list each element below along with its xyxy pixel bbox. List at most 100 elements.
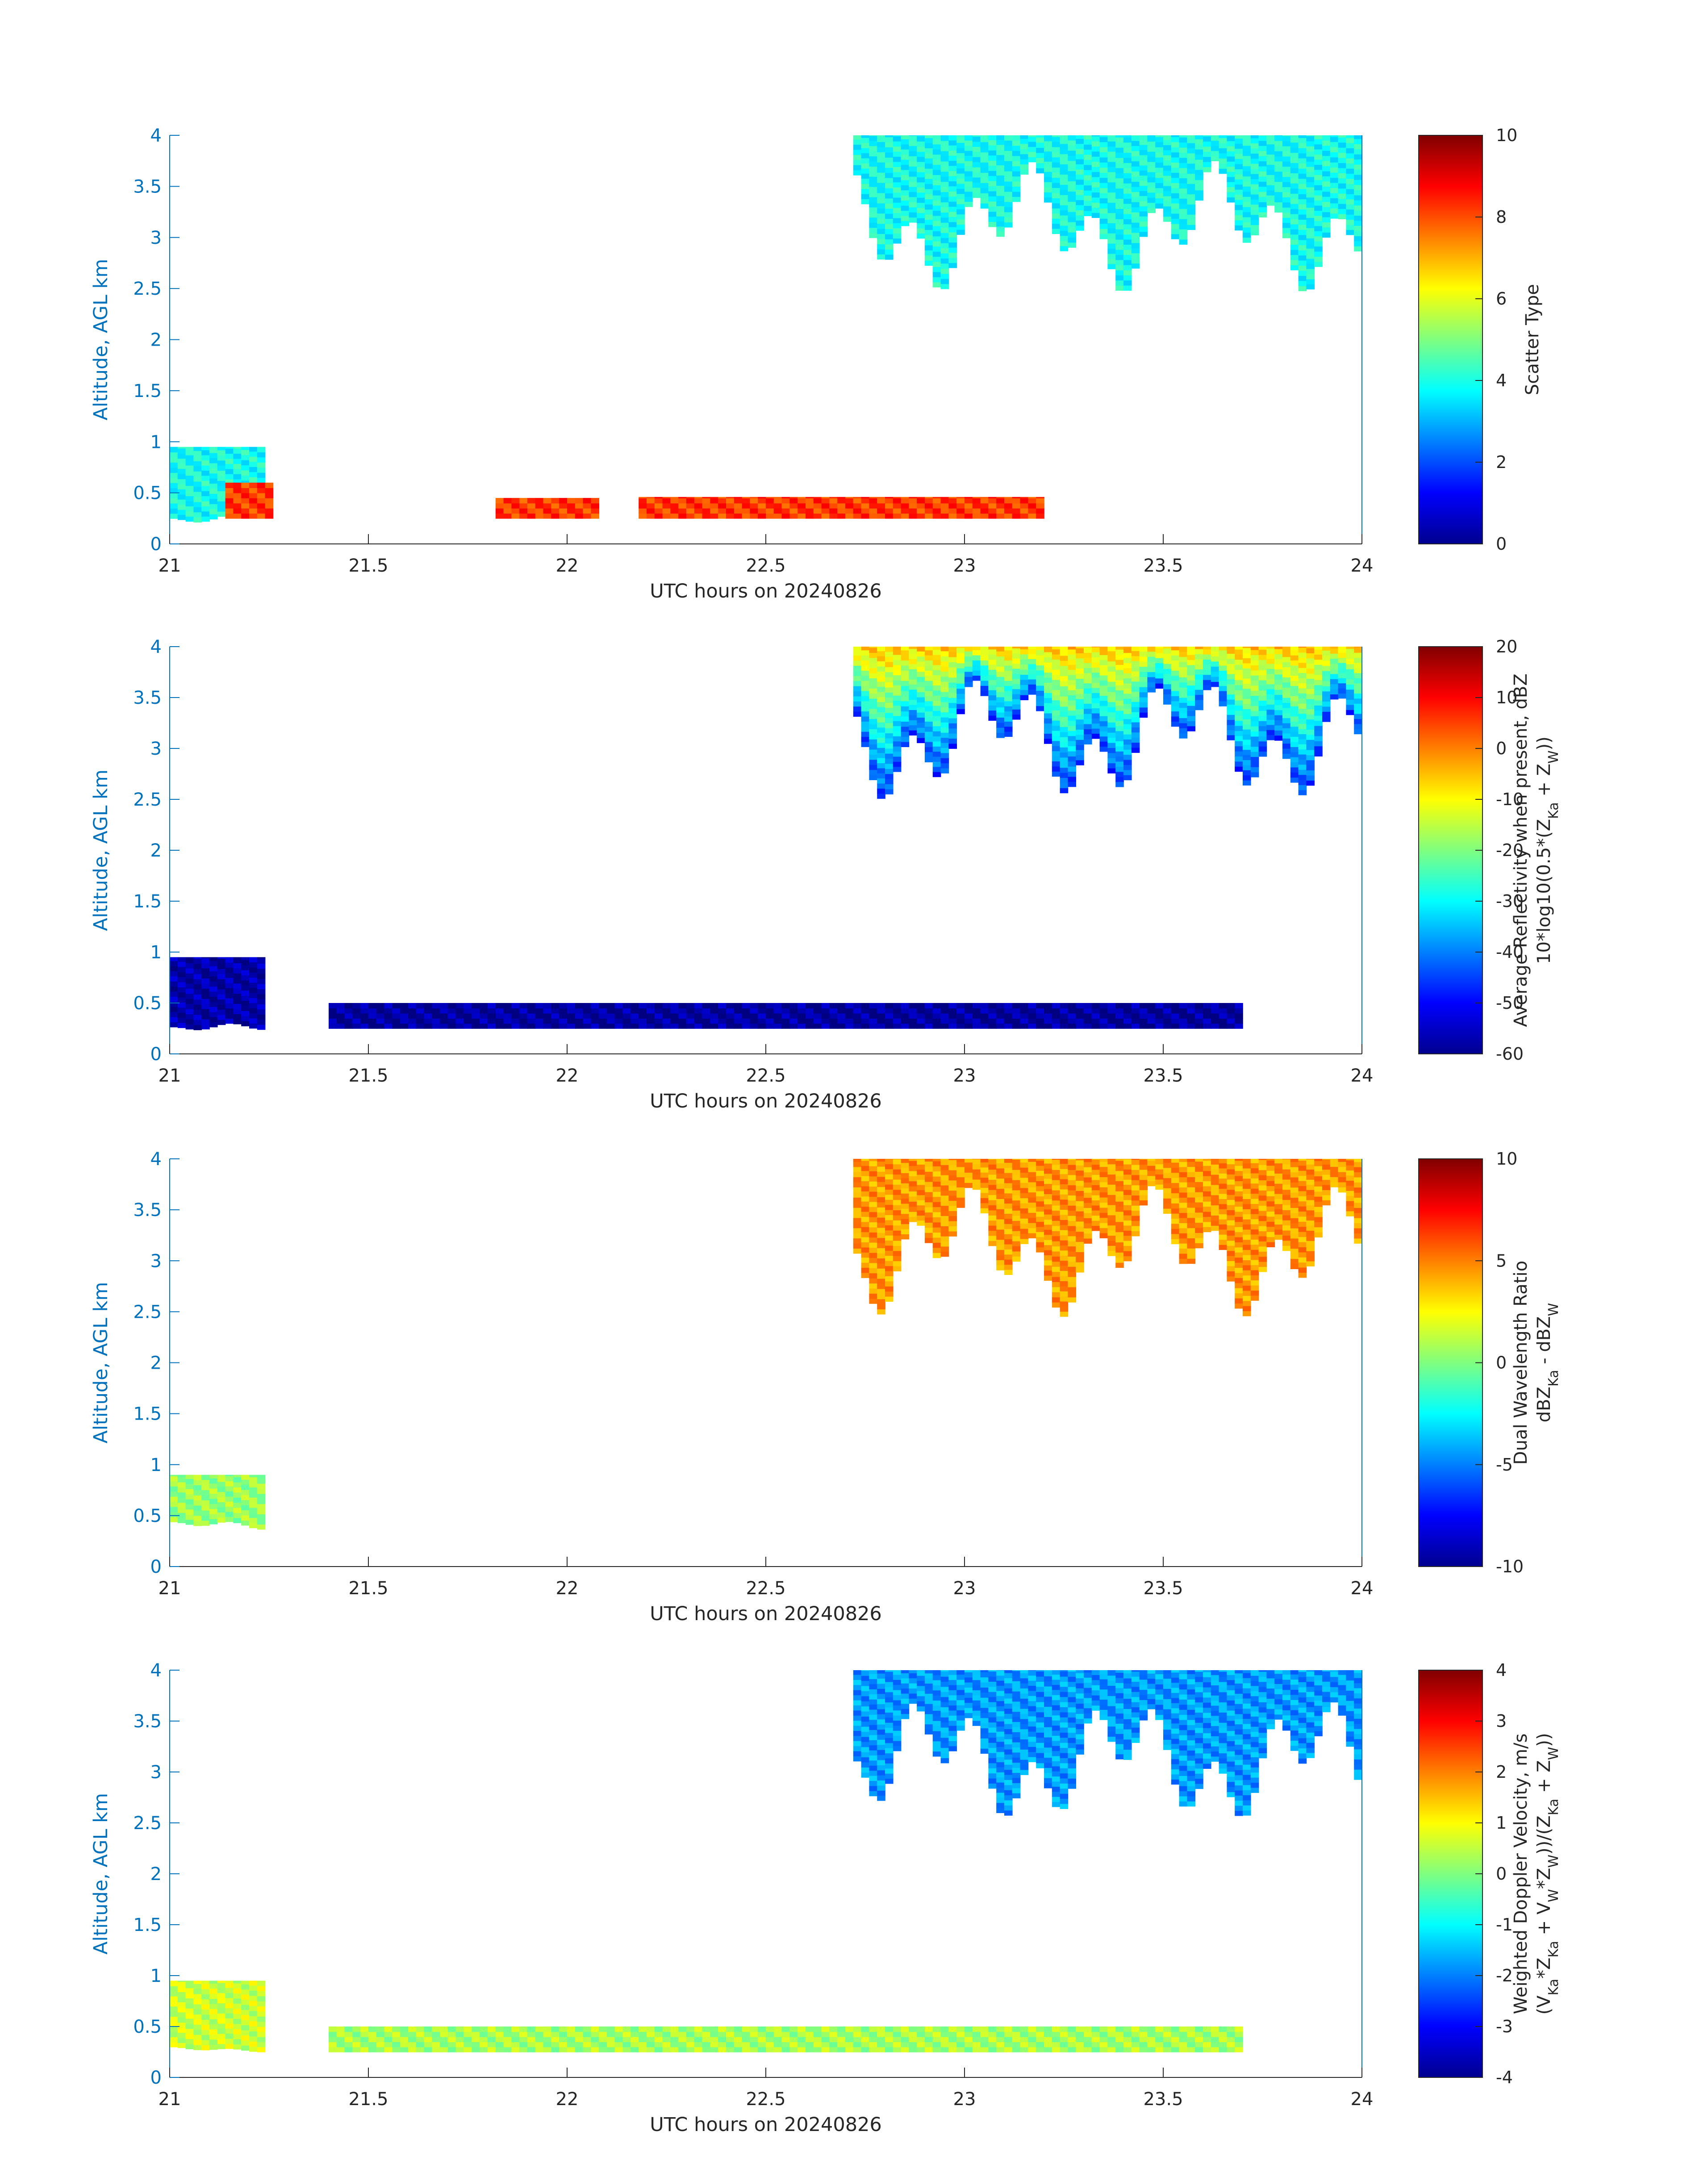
heatmap-cell [1266,1221,1275,1227]
heatmap-cell [1195,139,1203,145]
heatmap-cell [1068,171,1076,176]
heatmap-cell [1060,647,1069,651]
heatmap-cell [956,658,965,664]
heatmap-cell [1012,689,1021,694]
heatmap-cell [1227,1013,1235,1019]
heatmap-cell [1163,160,1172,166]
heatmap-cell [901,215,910,221]
heatmap-cell [249,461,258,467]
heatmap-cell [869,1008,877,1014]
heatmap-cell [599,1003,607,1009]
heatmap-cell [1107,707,1116,713]
heatmap-cell [925,1018,933,1024]
heatmap-cell [170,477,178,483]
y-tick-label: 0 [150,1044,162,1065]
heatmap-cell [988,659,997,665]
heatmap-cell [678,498,687,504]
heatmap-cell [631,1008,639,1014]
heatmap-cell [956,688,965,694]
heatmap-cell [1147,672,1156,677]
heatmap-cell [209,1016,218,1023]
heatmap-cell [1060,1214,1069,1220]
heatmap-cell [519,513,528,519]
heatmap-cell [575,1003,584,1009]
heatmap-cell [1338,647,1347,648]
heatmap-cell [1028,1187,1036,1193]
heatmap-cell [988,1235,997,1241]
heatmap-cell [1091,207,1100,213]
heatmap-cell [1250,135,1259,138]
heatmap-cell [710,497,718,498]
heatmap-cell [925,1171,933,1177]
heatmap-cell [861,670,870,676]
heatmap-cell [1250,675,1259,681]
heatmap-cell [940,748,949,753]
heatmap-cell [1076,673,1084,679]
heatmap-cell [1306,653,1315,659]
heatmap-cell [940,1200,949,1206]
heatmap-cell [845,1013,854,1019]
heatmap-cell [1139,1195,1148,1200]
heatmap-cell [877,198,885,204]
heatmap-cell [1306,770,1315,776]
heatmap-cell [599,1008,607,1014]
heatmap-cell [1107,171,1116,177]
heatmap-cell [1163,135,1172,140]
heatmap-cell [1203,136,1211,142]
heatmap-cell [1179,167,1188,173]
heatmap-cell [1028,679,1036,685]
heatmap-cell [1004,1228,1013,1234]
heatmap-cell [1179,656,1188,662]
heatmap-cell [1258,1261,1267,1267]
heatmap-cell [559,1018,568,1024]
heatmap-cell [861,1170,870,1176]
heatmap-cell [1322,1174,1331,1180]
heatmap-cell [1163,1208,1172,1214]
heatmap-cell [185,480,194,486]
heatmap-cell [1266,719,1275,725]
heatmap-cell [1020,1193,1029,1199]
heatmap-cell [1354,174,1362,180]
heatmap-cell [1219,1183,1228,1189]
heatmap-cell [853,1162,862,1167]
heatmap-cell [885,162,894,168]
heatmap-cell [948,1200,957,1206]
heatmap-cell [956,188,965,194]
heatmap-cell [1243,739,1251,745]
heatmap-cell [241,960,250,965]
heatmap-cell [249,1003,258,1008]
heatmap-cell [1227,1204,1235,1210]
heatmap-cell [1330,689,1339,694]
heatmap-cell [877,788,885,794]
heatmap-cell [956,513,965,519]
heatmap-cell [917,712,925,718]
heatmap-cell [201,447,210,451]
heatmap-cell [1060,1008,1069,1014]
heatmap-cell [1171,229,1180,234]
heatmap-cell [177,494,186,500]
heatmap-cell [177,509,186,515]
heatmap-cell [1314,741,1323,747]
heatmap-cell [972,141,981,147]
heatmap-cell [1044,182,1052,188]
heatmap-cell [1099,670,1108,676]
heatmap-cell [956,503,965,509]
heatmap-cell [1052,1256,1061,1262]
heatmap-cell [1036,1221,1044,1227]
heatmap-cell [932,180,941,185]
heatmap-cell [1044,733,1052,739]
heatmap-cell [1107,197,1116,203]
heatmap-cell [1020,664,1029,670]
heatmap-cell [940,242,949,248]
heatmap-cell [1171,157,1180,163]
heatmap-cell [1060,184,1069,190]
heatmap-cell [1084,1013,1092,1019]
heatmap-cell [1036,701,1044,706]
heatmap-cell [917,513,925,519]
heatmap-cell [1250,148,1259,154]
y-tick-label: 3.5 [133,176,162,197]
heatmap-cell [1044,192,1052,198]
heatmap-cell [1187,1013,1195,1019]
heatmap-cell [1076,210,1084,216]
heatmap-cell [1187,168,1195,174]
